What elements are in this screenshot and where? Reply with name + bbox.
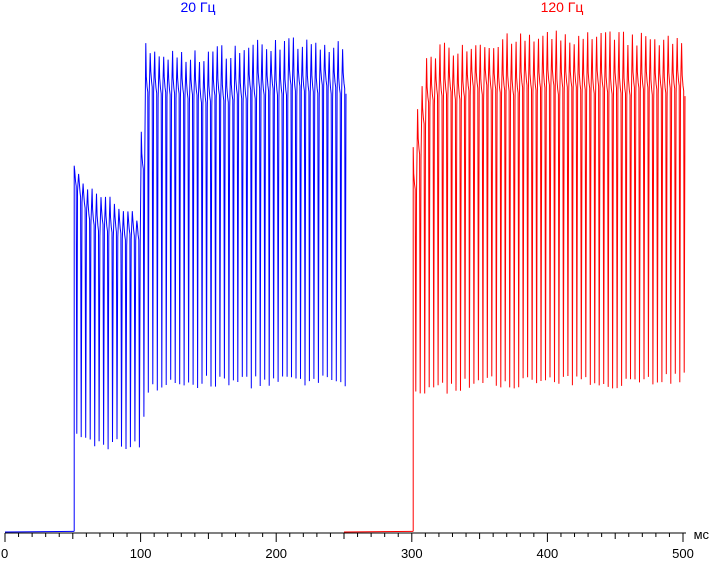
- series-0-line: [73, 37, 347, 532]
- x-tick-label-400: 400: [537, 546, 559, 561]
- plot-area: [4, 30, 686, 533]
- x-tick-label-300: 300: [401, 546, 423, 561]
- x-tick-label-0: 0: [1, 546, 8, 561]
- x-tick-label-100: 100: [130, 546, 152, 561]
- x-tick-label-200: 200: [265, 546, 287, 561]
- series-label-120hz: 120 Гц: [541, 0, 584, 15]
- series-1-line: [412, 30, 686, 532]
- series-0-baseline: [4, 530, 75, 533]
- x-axis: 0 100 200 300 400 500: [1, 532, 694, 561]
- x-axis-unit-label: мс: [694, 527, 710, 542]
- series-label-20hz: 20 Гц: [180, 0, 215, 15]
- series-1-baseline: [343, 530, 414, 533]
- x-tick-label-500: 500: [672, 546, 694, 561]
